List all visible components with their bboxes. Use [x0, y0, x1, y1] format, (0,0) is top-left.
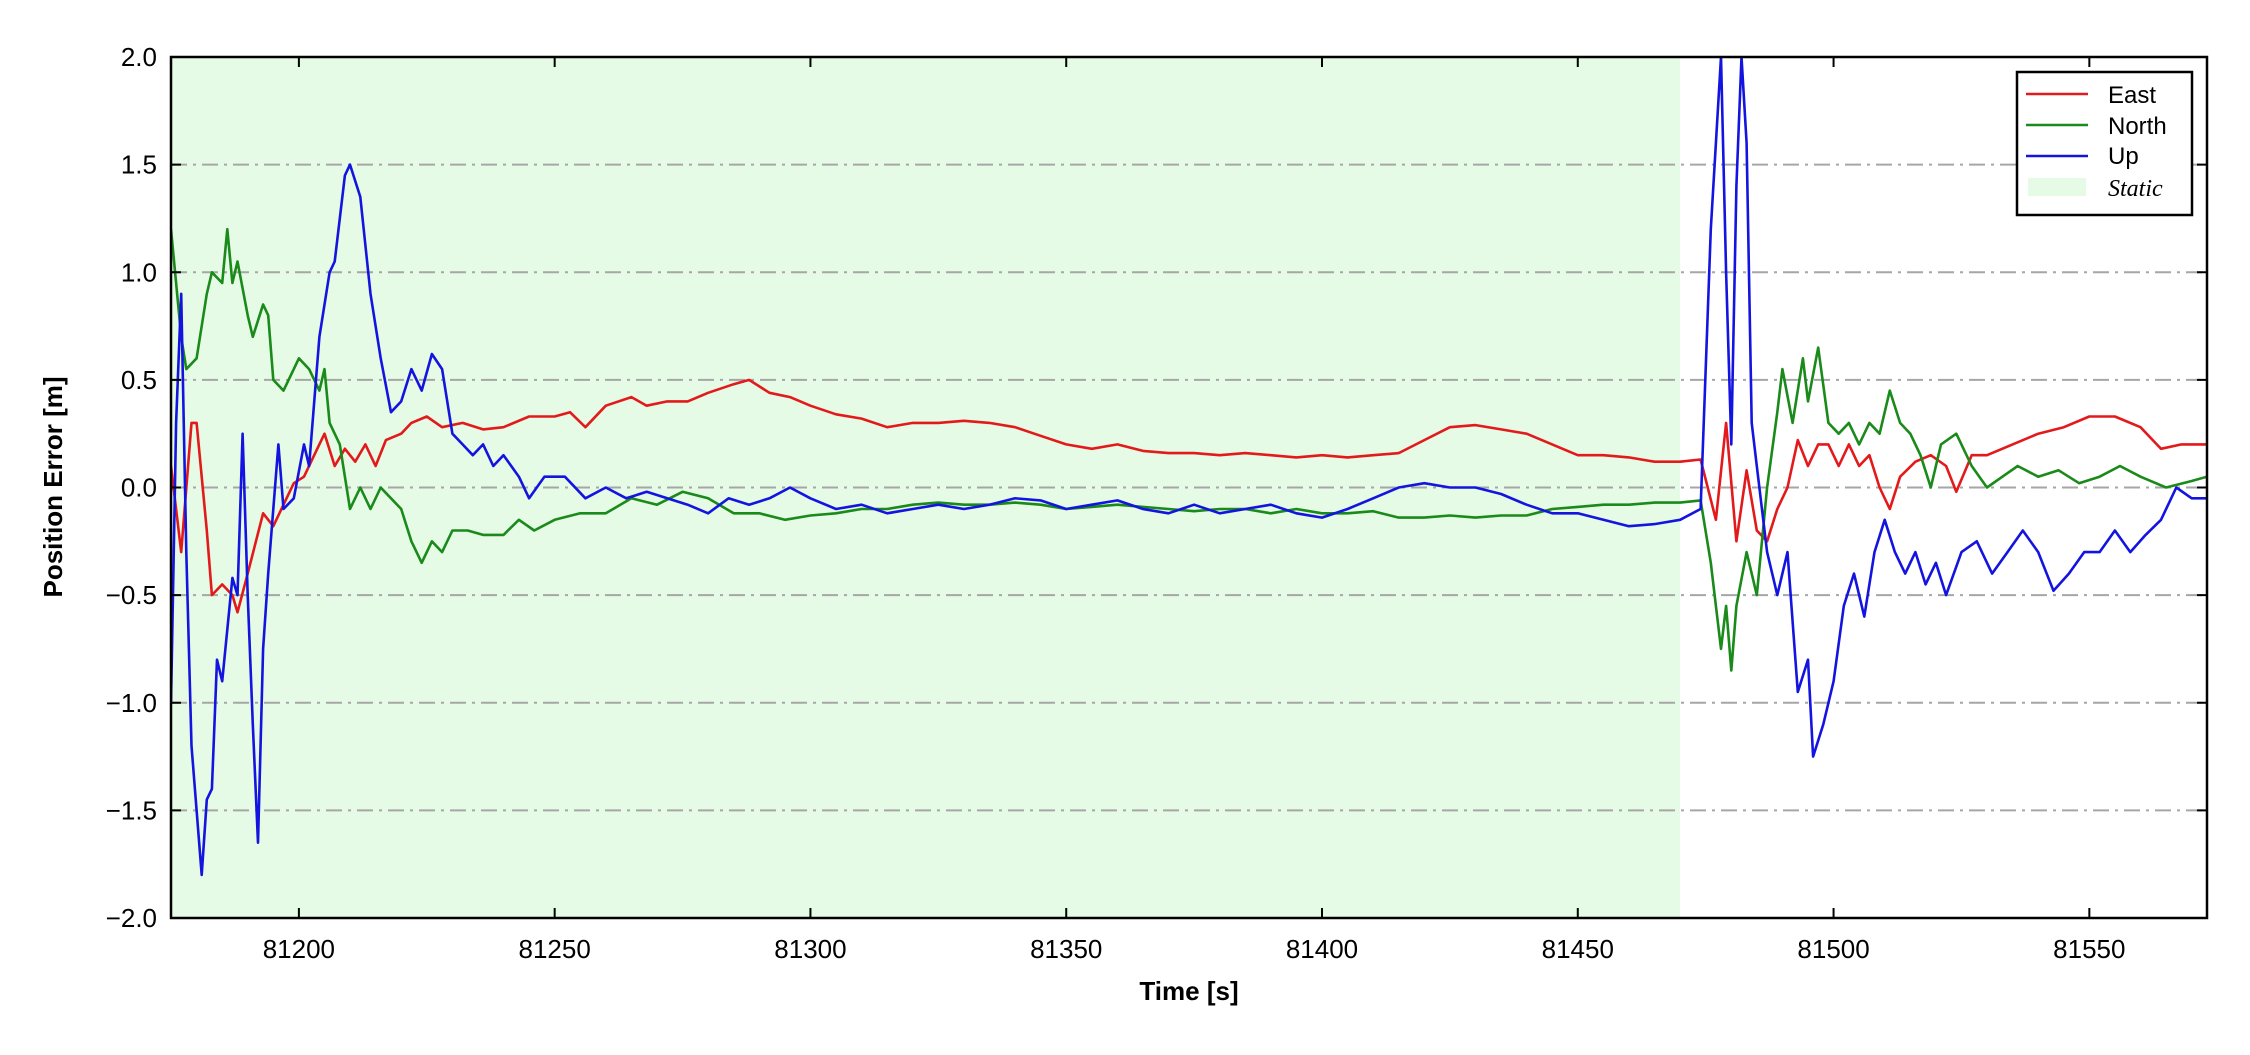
y-tick-label: 1.0: [121, 257, 157, 287]
x-tick-label: 81500: [1797, 934, 1869, 964]
legend-up-label: Up: [2108, 143, 2139, 170]
x-tick-label: 81550: [2053, 934, 2125, 964]
y-axis-title: Position Error [m]: [38, 376, 68, 597]
series-line-east: [171, 378, 2207, 614]
legend: East North Up Static: [2015, 70, 2194, 217]
x-axis: 81200 81250 81300 81350 81400 81450 81500 81550: [263, 57, 2125, 964]
y-tick-label: −1.0: [106, 688, 157, 718]
x-tick-label: 81300: [774, 934, 846, 964]
x-tick-label: 81450: [1542, 934, 1614, 964]
y-tick-label: −2.0: [106, 903, 157, 933]
legend-static-swatch: [2028, 178, 2086, 196]
series-line-north: [171, 227, 2207, 672]
legend-east-label: East: [2108, 82, 2156, 109]
y-tick-label: 2.0: [121, 42, 157, 72]
x-tick-label: 81250: [519, 934, 591, 964]
y-tick-label: 0.5: [121, 365, 157, 395]
x-tick-label: 81400: [1286, 934, 1358, 964]
legend-static-label: Static: [2108, 176, 2163, 202]
y-axis: −2.0 −1.5 −1.0 −0.5 0.0 0.5 1.0 1.5 2.0: [106, 42, 2207, 933]
y-tick-label: 1.5: [121, 150, 157, 180]
y-tick-label: 0.0: [121, 473, 157, 503]
x-axis-title: Time [s]: [1139, 976, 1238, 1006]
y-tick-label: −0.5: [106, 580, 157, 610]
y-tick-label: −1.5: [106, 795, 157, 825]
series-lines: [171, 57, 2207, 877]
x-tick-label: 81350: [1030, 934, 1102, 964]
legend-north-label: North: [2108, 113, 2167, 140]
x-tick-label: 81200: [263, 934, 335, 964]
series-line-up: [171, 57, 2207, 877]
